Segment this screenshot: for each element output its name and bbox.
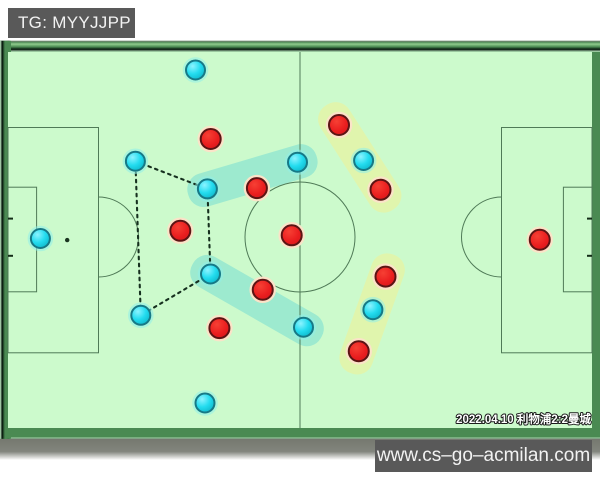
svg-text:2022.04.10 利物浦2:2曼城: 2022.04.10 利物浦2:2曼城	[456, 412, 591, 426]
